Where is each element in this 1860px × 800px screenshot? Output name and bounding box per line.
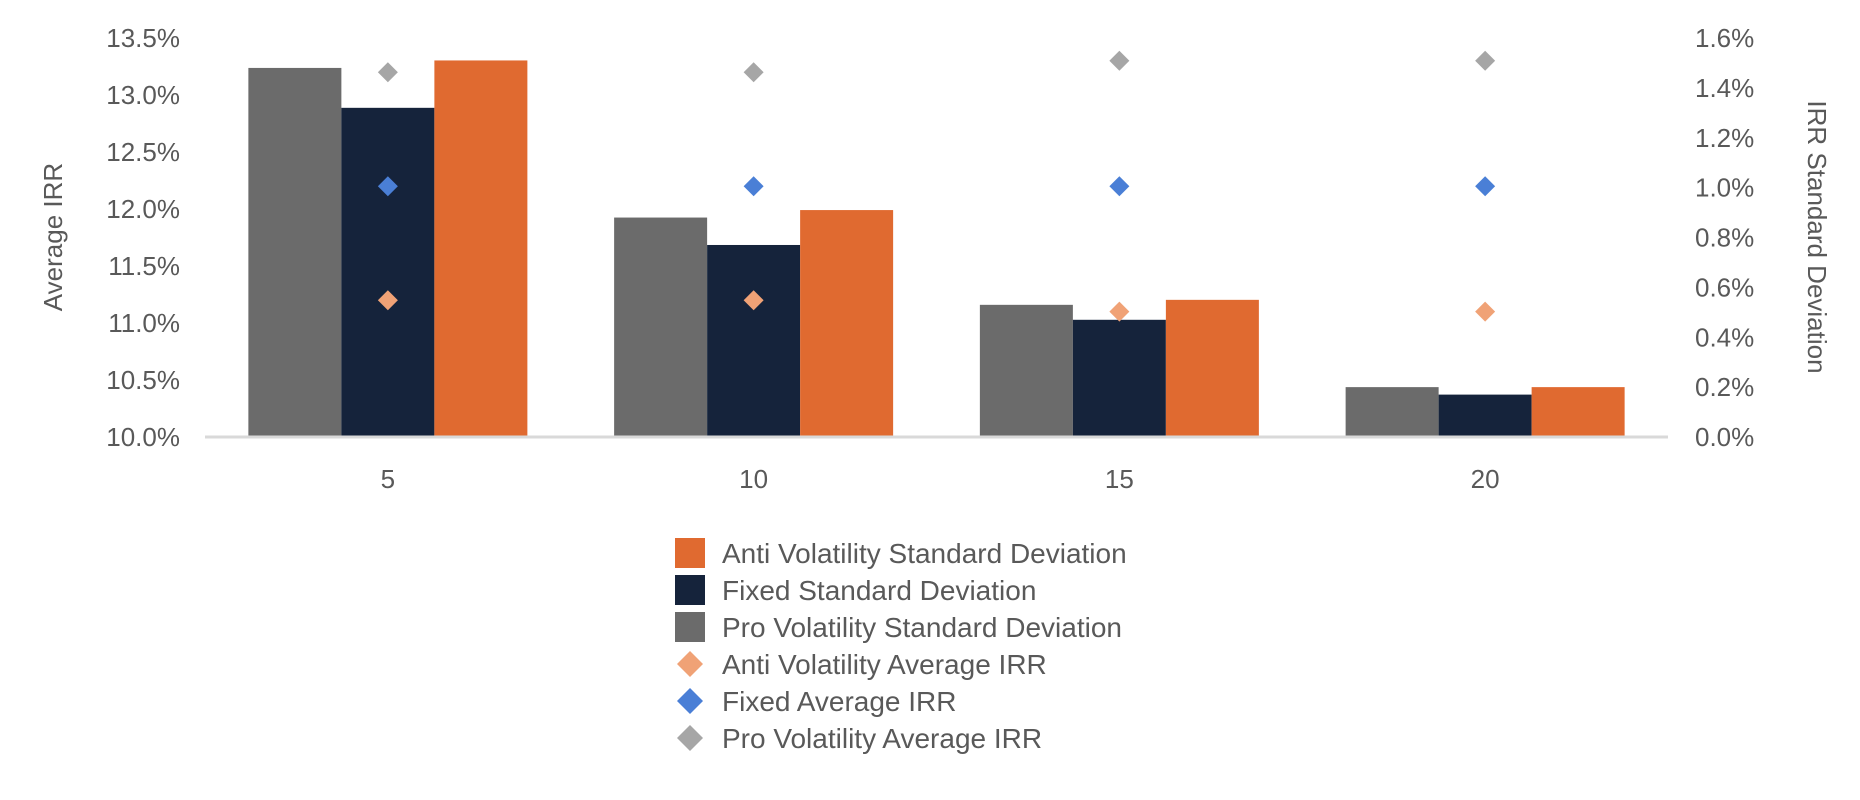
legend-label: Anti Volatility Average IRR	[722, 649, 1047, 680]
legend-item: Fixed Average IRR	[677, 686, 957, 717]
left-tick-label: 12.0%	[106, 194, 180, 224]
bars-layer	[248, 60, 1625, 438]
point-anti-volatility-average-irr-10	[743, 290, 764, 311]
legend-label: Fixed Average IRR	[722, 686, 957, 717]
bar-pro-volatility-standard-deviation-10	[614, 217, 708, 437]
right-tick-label: 0.0%	[1695, 422, 1754, 452]
bar-pro-volatility-standard-deviation-20	[1345, 387, 1439, 437]
point-fixed-average-irr-20	[1475, 176, 1496, 197]
legend-square-marker	[675, 575, 705, 605]
point-fixed-average-irr-10	[743, 176, 764, 197]
point-anti-volatility-average-irr-5	[377, 290, 398, 311]
legend-label: Pro Volatility Average IRR	[722, 723, 1042, 754]
right-tick-label: 0.4%	[1695, 322, 1754, 352]
left-tick-label: 13.5%	[106, 23, 180, 53]
legend-item: Pro Volatility Standard Deviation	[675, 612, 1122, 643]
right-tick-label: 0.2%	[1695, 372, 1754, 402]
right-tick-label: 1.4%	[1695, 73, 1754, 103]
left-tick-label: 13.0%	[106, 80, 180, 110]
bar-pro-volatility-standard-deviation-5	[248, 67, 342, 438]
point-fixed-average-irr-15	[1109, 176, 1130, 197]
legend-label: Fixed Standard Deviation	[722, 575, 1036, 606]
right-tick-label: 0.6%	[1695, 272, 1754, 302]
legend-item: Fixed Standard Deviation	[675, 575, 1036, 606]
legend-item: Pro Volatility Average IRR	[677, 723, 1042, 754]
point-pro-volatility-average-irr-5	[377, 62, 398, 83]
left-tick-label: 12.5%	[106, 137, 180, 167]
right-tick-label: 0.8%	[1695, 223, 1754, 253]
legend-diamond-marker	[677, 651, 703, 677]
point-pro-volatility-average-irr-15	[1109, 50, 1130, 71]
x-axis-ticks: 5 10 15 20	[381, 464, 1500, 494]
legend-item: Anti Volatility Standard Deviation	[675, 538, 1127, 569]
point-anti-volatility-average-irr-15	[1109, 301, 1130, 322]
point-pro-volatility-average-irr-10	[743, 62, 764, 83]
bar-anti-volatility-standard-deviation-15	[1165, 299, 1259, 437]
bar-fixed-standard-deviation-5	[341, 107, 435, 437]
point-fixed-average-irr-5	[377, 176, 398, 197]
left-axis-ticks: 10.0% 10.5% 11.0% 11.5% 12.0% 12.5% 13.0% 13.5%	[106, 23, 180, 452]
x-tick-label: 20	[1471, 464, 1500, 494]
left-tick-label: 11.5%	[108, 251, 180, 281]
legend-label: Pro Volatility Standard Deviation	[722, 612, 1122, 643]
point-anti-volatility-average-irr-20	[1475, 301, 1496, 322]
x-tick-label: 15	[1105, 464, 1134, 494]
bar-anti-volatility-standard-deviation-20	[1531, 387, 1625, 437]
bar-fixed-standard-deviation-15	[1072, 319, 1166, 437]
left-axis-title: Average IRR	[38, 163, 68, 311]
points-layer	[377, 50, 1496, 322]
legend-diamond-marker	[677, 688, 703, 714]
x-tick-label: 5	[381, 464, 395, 494]
left-tick-label: 10.5%	[106, 365, 180, 395]
bar-fixed-standard-deviation-20	[1438, 394, 1532, 437]
legend-item: Anti Volatility Average IRR	[677, 649, 1047, 680]
x-tick-label: 10	[739, 464, 768, 494]
bar-anti-volatility-standard-deviation-10	[800, 210, 894, 437]
right-tick-label: 1.6%	[1695, 23, 1754, 53]
right-tick-label: 1.2%	[1695, 123, 1754, 153]
legend-square-marker	[675, 612, 705, 642]
legend: Anti Volatility Standard Deviation Fixed …	[675, 538, 1127, 754]
right-tick-label: 1.0%	[1695, 173, 1754, 203]
right-axis-ticks: 0.0% 0.2% 0.4% 0.6% 0.8% 1.0% 1.2% 1.4% 1.6%	[1695, 23, 1754, 452]
left-tick-label: 11.0%	[108, 308, 180, 338]
point-pro-volatility-average-irr-20	[1475, 50, 1496, 71]
legend-diamond-marker	[677, 725, 703, 751]
left-tick-label: 10.0%	[106, 422, 180, 452]
bar-pro-volatility-standard-deviation-15	[979, 304, 1073, 437]
legend-square-marker	[675, 538, 705, 568]
right-axis-title: IRR Standard Deviation	[1802, 100, 1832, 373]
bar-fixed-standard-deviation-10	[707, 244, 801, 437]
legend-label: Anti Volatility Standard Deviation	[722, 538, 1127, 569]
bar-anti-volatility-standard-deviation-5	[434, 60, 528, 437]
